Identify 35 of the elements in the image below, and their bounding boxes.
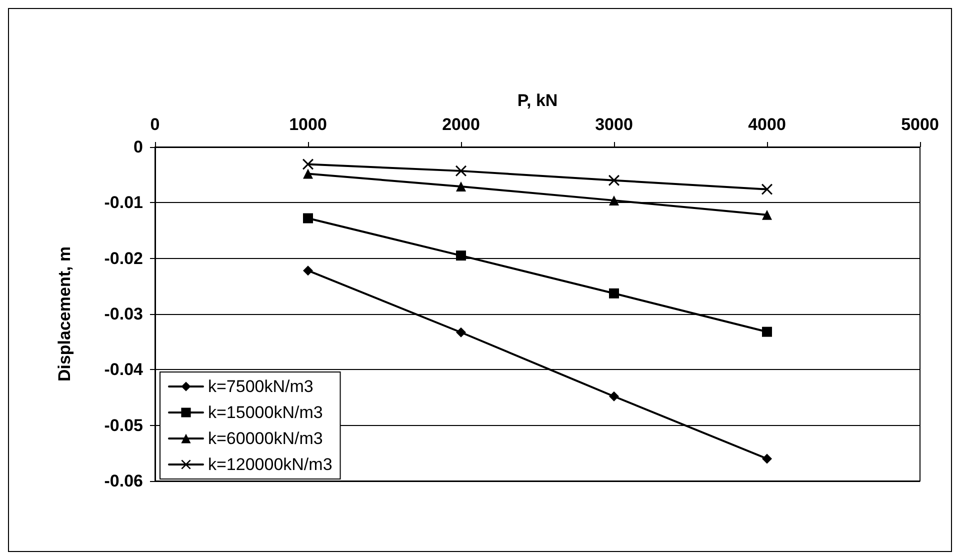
y-tick-label: -0.04 (104, 360, 144, 380)
y-tick-label: 0 (134, 138, 143, 156)
point (762, 210, 772, 220)
point (456, 182, 466, 192)
point (608, 174, 620, 186)
x-tick-label: 1000 (289, 115, 327, 134)
legend-label: k=15000kN/m3 (208, 403, 323, 422)
x-tick-label: 3000 (595, 115, 633, 134)
legend-label: k=120000kN/m3 (208, 455, 332, 474)
y-tick-label: -0.02 (104, 248, 143, 268)
x-tick-label: 2000 (442, 115, 480, 134)
point (456, 250, 466, 261)
x-tick-label: 5000 (901, 115, 939, 134)
point (303, 266, 313, 276)
y-tick-label: -0.01 (104, 193, 143, 212)
y-tick-label: -0.03 (104, 304, 143, 324)
point (456, 165, 466, 176)
y-tick-label: -0.06 (104, 472, 143, 490)
x-tick-label: 0 (150, 115, 160, 134)
x-axis-title: P, kN (517, 91, 558, 110)
y-tick-label: -0.05 (104, 416, 143, 435)
point (302, 158, 314, 170)
point (303, 213, 313, 224)
point (762, 326, 772, 337)
point (303, 168, 313, 179)
point (609, 195, 619, 206)
point (609, 391, 619, 402)
y-axis-title: Displacement, m (55, 246, 74, 382)
point (456, 327, 466, 338)
x-tick-label: 4000 (748, 115, 786, 134)
point (762, 454, 772, 464)
legend-label: k=60000kN/m3 (208, 429, 323, 448)
point (762, 184, 772, 195)
legend-label: k=7500kN/m3 (208, 377, 314, 396)
point (609, 288, 619, 298)
